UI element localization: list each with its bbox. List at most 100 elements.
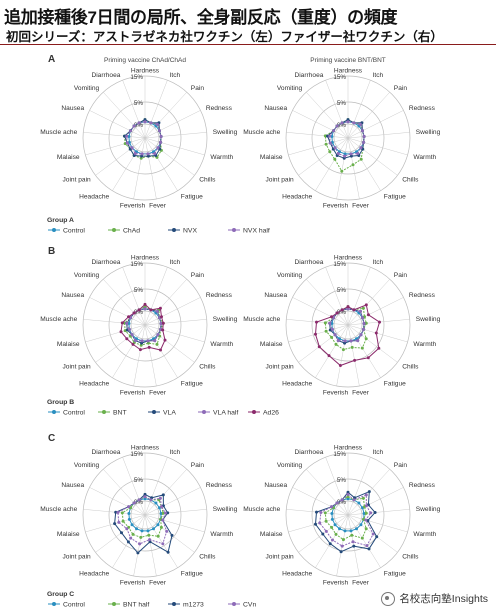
chart-4-axis-label: Headache [282, 380, 312, 387]
chart-1-spoke-2 [144, 92, 187, 139]
chart-4-point [359, 333, 363, 337]
chart-5-axis-label: Vomiting [74, 462, 100, 469]
chart-2-point [343, 154, 347, 158]
chart-3-spoke-3 [144, 297, 201, 326]
chart-4-axis-label: Fever [352, 389, 370, 396]
chart-3-axis-label: Nausea [61, 292, 84, 299]
chart-6-point [324, 529, 328, 533]
chart-2-ring-label: 15% [333, 74, 346, 81]
chart-4-ring-label: 15% [333, 261, 346, 268]
chart-5-spoke-4 [144, 509, 207, 516]
chart-1-ring-label: 0% [134, 122, 144, 129]
legend-group-label: Group B [47, 399, 74, 406]
chart-6-point [352, 544, 356, 548]
chart-2-spoke-15 [306, 92, 349, 139]
chart-3-point [156, 333, 160, 337]
chart-3-axis-label: Itch [170, 259, 181, 266]
chart-2-point [346, 118, 350, 122]
chart-6-point [371, 532, 375, 536]
chart-4-spoke-11 [298, 324, 349, 363]
chart-5-point [164, 511, 167, 515]
chart-5-axis-label: Nausea [61, 482, 84, 489]
chart-3-spoke-16 [122, 267, 146, 326]
chart-3-spoke-5 [144, 324, 205, 343]
chart-3-spoke-8 [144, 324, 157, 386]
chart-4-axis-label: Feverish [323, 389, 349, 396]
chart-5-point [170, 533, 174, 537]
chart-3-point [140, 339, 144, 343]
chart-2-point [335, 124, 339, 128]
chart-3-point [127, 322, 131, 325]
chart-5-point [125, 527, 129, 531]
chart-5-axis-label: Feverish [120, 579, 146, 586]
chart-6-point [343, 529, 347, 533]
chart-4-axis-label: Nausea [264, 292, 287, 299]
chart-3-spoke-10 [112, 324, 146, 378]
chart-2-spoke-13 [286, 132, 349, 139]
chart-5-axis-label: Fatigue [181, 570, 203, 577]
chart-4-point [374, 331, 378, 335]
chart-6-point [346, 497, 350, 501]
chart-6-spoke-15 [306, 469, 349, 516]
chart-4-point [323, 321, 327, 325]
chart-4-point [361, 316, 364, 320]
wechat-icon [381, 591, 396, 606]
chart-5-axis-label: Malaise [57, 531, 80, 538]
chart-5-spoke-16 [122, 457, 146, 516]
chart-1-axis-label: Warmth [210, 154, 233, 161]
chart-5-axis-label: Diarrhoea [91, 449, 120, 456]
chart-3-point [127, 315, 130, 319]
chart-2-spoke-12 [288, 137, 349, 156]
chart-5-point [127, 517, 131, 521]
chart-2-point [362, 135, 366, 138]
chart-6-ring-label: 5% [337, 477, 347, 484]
chart-3-point [159, 348, 162, 352]
chart-4-axis-label: Diarrhoea [294, 259, 323, 266]
chart-2-spoke-14 [292, 110, 349, 139]
chart-3-ring-label: 15% [130, 261, 143, 268]
chart-1-axis-label: Chills [199, 176, 216, 183]
chart-5-point [127, 512, 131, 515]
chart-1-spoke-3 [144, 110, 201, 139]
chart-3-spoke-7 [144, 324, 178, 378]
chart-5-point [120, 531, 123, 535]
chart-6-point [359, 523, 363, 527]
chart-2-point [352, 121, 356, 125]
chart-3-spoke-4 [144, 319, 207, 326]
watermark-text: 名校志向塾Insights [399, 593, 488, 605]
chart-4-point [349, 339, 353, 343]
chart-5-ring-label: 15% [130, 451, 143, 458]
chart-4-point [330, 315, 333, 319]
chart-2-spoke-4 [347, 132, 410, 139]
chart-6-point [323, 511, 327, 515]
chart-1-axis-label: Headache [79, 193, 109, 200]
chart-1-point [159, 135, 163, 138]
chart-2-point [358, 122, 362, 126]
legend-swatch-dot [112, 602, 116, 606]
chart-1-axis-label: Fatigue [181, 193, 203, 200]
chart-5-ring-label: 0% [134, 499, 144, 506]
chart-1-spoke-14 [89, 110, 146, 139]
chart-2-point [361, 129, 364, 133]
chart-2-spoke-9 [336, 137, 349, 199]
chart-2-point [333, 146, 337, 150]
legend-item-label: BNT half [123, 601, 149, 608]
chart-2-axis-label: Diarrhoea [294, 72, 323, 79]
chart-6-point [338, 527, 341, 531]
chart-1-axis-label: Muscle ache [40, 129, 77, 136]
chart-2-point [324, 142, 328, 146]
chart-5-point [156, 534, 160, 538]
chart-3-spoke-9 [133, 324, 146, 386]
chart-2-point [336, 152, 340, 156]
chart-2-axis-label: Malaise [260, 154, 283, 161]
chart-6-axis-label: Vomiting [277, 462, 303, 469]
chart-2-point [340, 169, 344, 173]
chart-2-spoke-5 [347, 137, 408, 156]
chart-1-ring-label: 15% [130, 74, 143, 81]
chart-5-point [136, 551, 140, 555]
chart-3-point [125, 321, 129, 325]
chart-5-point [126, 540, 130, 544]
chart-5-point [127, 505, 130, 509]
chart-3-point [143, 307, 147, 311]
chart-5-axis-label: Swelling [213, 506, 238, 513]
